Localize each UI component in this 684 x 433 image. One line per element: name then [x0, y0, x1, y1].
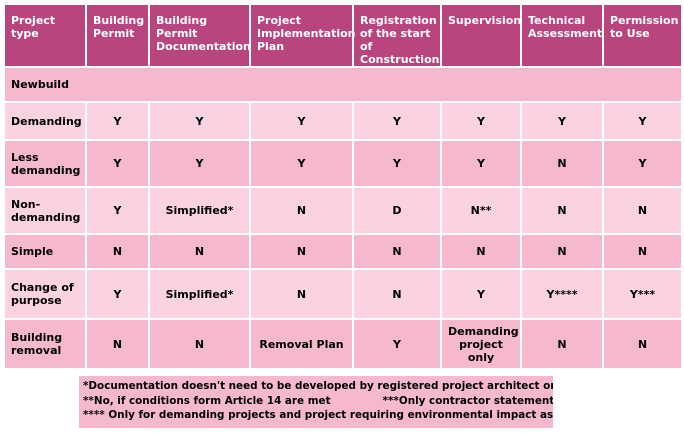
header-project-type: Project type — [3, 3, 87, 68]
table-cell: Y — [440, 268, 522, 320]
table-cell: N — [602, 233, 683, 270]
header-registration: Registration of the start of Constructio… — [352, 3, 442, 68]
table-cell: Y — [148, 101, 251, 141]
table-row: Building removal N N Removal Plan Y Dema… — [3, 318, 683, 370]
row-type: Less demanding — [3, 139, 87, 188]
table-cell: Y**** — [520, 268, 604, 320]
header-supervision: Supervision — [440, 3, 522, 68]
table-cell: N — [85, 318, 150, 370]
table-cell: N — [85, 233, 150, 270]
table-cell: N — [440, 233, 522, 270]
footnote-1: *Documentation doesn't need to be develo… — [83, 380, 553, 392]
table-cell: Demanding project only — [440, 318, 522, 370]
table-cell: Removal Plan — [249, 318, 354, 370]
row-type: Non-demanding — [3, 186, 87, 235]
table-cell: N — [249, 186, 354, 235]
table-cell: Y — [602, 139, 683, 188]
table-cell: Y — [85, 139, 150, 188]
row-type: Building removal — [3, 318, 87, 370]
table-cell: Y — [520, 101, 604, 141]
header-technical-assessment: Technical Assessment — [520, 3, 604, 68]
table-cell: Y — [85, 268, 150, 320]
table-cell: N — [520, 318, 604, 370]
table-cell: N — [520, 139, 604, 188]
table-cell: Y — [440, 139, 522, 188]
table-cell: N — [520, 186, 604, 235]
footnote-4: **** Only for demanding projects and pro… — [83, 409, 553, 421]
table-cell: N — [602, 318, 683, 370]
table-cell: Y*** — [602, 268, 683, 320]
table-cell: N** — [440, 186, 522, 235]
table-cell: Y — [352, 139, 442, 188]
table-cell: Y — [440, 101, 522, 141]
row-type: Change of purpose — [3, 268, 87, 320]
table-cell: Y — [249, 101, 354, 141]
footnote-3: ***Only contractor statement needed — [382, 394, 553, 407]
footnote-2: **No, if conditions form Article 14 are … — [83, 394, 331, 407]
row-type: Simple — [3, 233, 87, 270]
table-row: Demanding Y Y Y Y Y Y Y — [3, 101, 683, 141]
footnote-box: *Documentation doesn't need to be develo… — [79, 376, 553, 428]
section-row: Newbuild — [3, 66, 683, 103]
header-row: Project type Building Permit Building Pe… — [3, 3, 683, 68]
permit-requirements-table: Project type Building Permit Building Pe… — [3, 3, 683, 370]
header-permission-to-use: Permission to Use — [602, 3, 683, 68]
table-cell: Y — [85, 186, 150, 235]
header-permit-documentation: Building Permit Documentation — [148, 3, 251, 68]
table-row: Non-demanding Y Simplified* N D N** N N — [3, 186, 683, 235]
table-cell: N — [352, 233, 442, 270]
table-cell: D — [352, 186, 442, 235]
table-cell: Simplified* — [148, 186, 251, 235]
table-cell: Y — [148, 139, 251, 188]
header-building-permit: Building Permit — [85, 3, 150, 68]
row-type: Demanding — [3, 101, 87, 141]
table-cell: N — [148, 318, 251, 370]
header-implementation-plan: Project Implementation Plan — [249, 3, 356, 68]
table-row: Simple N N N N N N N — [3, 233, 683, 270]
table-cell: N — [249, 233, 354, 270]
table-cell: Simplified* — [148, 268, 251, 320]
table-cell: Y — [602, 101, 683, 141]
table-cell: N — [249, 268, 354, 320]
footnote-2-3-line: **No, if conditions form Article 14 are … — [83, 394, 553, 409]
section-label: Newbuild — [3, 66, 683, 103]
table-cell: N — [148, 233, 251, 270]
table-cell: N — [352, 268, 442, 320]
table-cell: Y — [249, 139, 354, 188]
table-row: Less demanding Y Y Y Y Y N Y — [3, 139, 683, 188]
table-cell: Y — [352, 101, 442, 141]
table-cell: N — [520, 233, 604, 270]
table-cell: N — [602, 186, 683, 235]
table-cell: Y — [85, 101, 150, 141]
table-row: Change of purpose Y Simplified* N N Y Y*… — [3, 268, 683, 320]
table-cell: Y — [352, 318, 442, 370]
